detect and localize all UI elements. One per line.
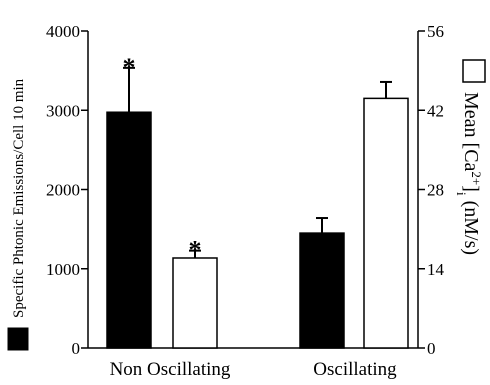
left-y-tick-label: 3000 (46, 101, 80, 120)
right-y-tick-label: 42 (427, 101, 444, 120)
right-y-axis-title-superscript: 2+ (470, 171, 485, 185)
right-y-axis-title-subscript: i (455, 192, 470, 196)
right-axis-legend-swatch (462, 59, 486, 83)
bar (106, 111, 152, 349)
right-y-tick-label: 56 (427, 22, 444, 41)
left-y-ticks: 0 1000 2000 3000 4000 (46, 22, 88, 358)
category-labels: Non Oscillating Oscillating (110, 359, 398, 380)
right-y-axis-title-part: ] (460, 185, 482, 192)
right-y-tick-label: 28 (427, 181, 444, 200)
right-y-axis-title: Mean [Ca2+]i (nM/s) (455, 92, 485, 255)
left-y-axis-title: Specific Phtonic Emissions/Cell 10 min (11, 78, 27, 318)
category-label: Non Oscillating (110, 359, 231, 380)
bar (299, 232, 345, 349)
significance-mark: * (123, 53, 136, 82)
bars: ** (106, 53, 409, 349)
left-y-tick-label: 0 (72, 339, 81, 358)
left-y-tick-label: 1000 (46, 260, 80, 279)
bar (172, 257, 218, 349)
significance-mark: * (189, 236, 202, 265)
bar (363, 97, 409, 349)
right-y-tick-label: 0 (427, 339, 436, 358)
right-y-axis-title-part: (nM/s) (460, 196, 482, 255)
left-axis-legend-swatch (7, 327, 29, 351)
right-y-tick-label: 14 (427, 260, 445, 279)
right-y-ticks: 0 14 28 42 56 (418, 22, 445, 358)
category-label: Oscillating (313, 359, 397, 380)
left-y-tick-label: 4000 (46, 22, 80, 41)
left-y-tick-label: 2000 (46, 181, 80, 200)
right-y-axis-title-part: Mean [Ca (460, 92, 482, 172)
